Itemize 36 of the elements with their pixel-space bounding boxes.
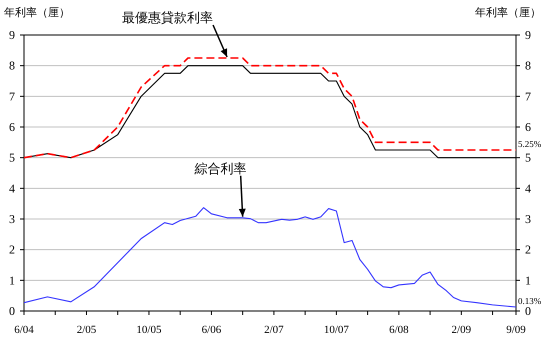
- y2-tick-label: 3: [525, 212, 531, 226]
- y2-tick-label: 9: [525, 28, 531, 42]
- y2-tick-label: 5: [525, 150, 531, 165]
- data-label: 0.13%: [518, 296, 542, 306]
- y-tick-label: 3: [9, 212, 15, 226]
- y-tick-label: 7: [9, 89, 15, 104]
- y-tick-label: 0: [9, 304, 15, 318]
- y-tick-label: 8: [9, 58, 15, 73]
- x-tick-label: 6/04: [14, 324, 34, 336]
- y2-axis-title: 年利率（厘）: [475, 6, 541, 19]
- x-tick-label: 6/06: [202, 324, 222, 336]
- x-tick-label: 2/07: [264, 324, 284, 336]
- annotation: 綜合利率: [194, 160, 247, 176]
- y-tick-label: 4: [9, 181, 15, 196]
- y2-tick-label: 7: [525, 89, 531, 104]
- y-tick-label: 6: [9, 120, 15, 134]
- y2-tick-label: 4: [525, 181, 531, 196]
- x-tick-label: 10/07: [324, 324, 350, 336]
- x-tick-label: 10/05: [136, 324, 162, 336]
- y2-tick-label: 1: [525, 273, 531, 288]
- x-tick-label: 9/09: [506, 324, 526, 336]
- line-series: [23, 207, 517, 308]
- x-tick-label: 2/09: [452, 324, 472, 336]
- annotation: 最優惠貸款利率: [122, 10, 214, 25]
- y2-tick-label: 6: [525, 120, 531, 134]
- x-tick-label: 2/05: [76, 324, 97, 336]
- y2-tick-label: 2: [525, 242, 531, 257]
- y2-tick-label: 0: [525, 304, 531, 318]
- y-tick-label: 5: [9, 150, 15, 165]
- data-label: 5.25%: [518, 139, 542, 149]
- y-tick-label: 9: [9, 28, 15, 42]
- y-tick-label: 1: [9, 273, 15, 288]
- y-tick-label: 2: [9, 242, 15, 257]
- y2-tick-label: 8: [525, 58, 531, 73]
- y-axis-title: 年利率（厘）: [4, 6, 70, 19]
- x-tick-label: 6/08: [389, 324, 410, 336]
